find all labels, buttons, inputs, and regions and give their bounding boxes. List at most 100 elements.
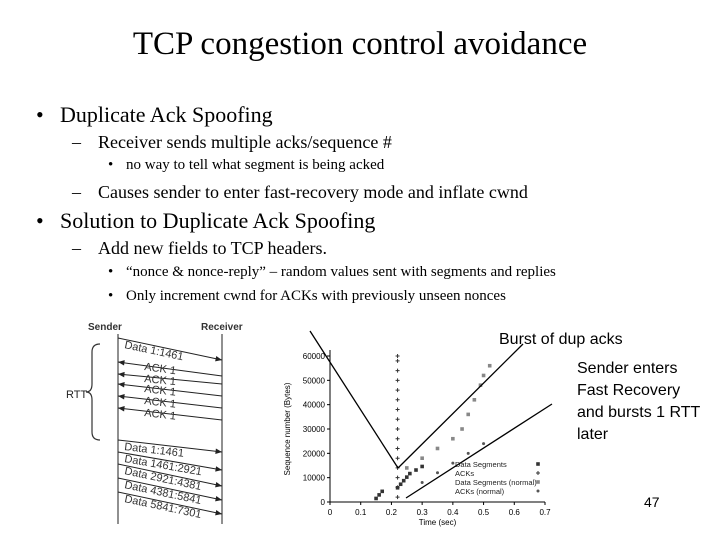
x-tick-label: 0.6	[509, 508, 521, 517]
data-point	[377, 493, 381, 497]
data-point	[395, 436, 400, 441]
data-point	[395, 446, 400, 451]
bullet-text: no way to tell what segment is being ack…	[126, 157, 385, 173]
recovery-line: Sender enters	[577, 360, 678, 377]
arrow-head	[215, 495, 222, 502]
bullet-solution: • Solution to Duplicate Ack Spoofing	[36, 208, 375, 234]
message-arrow	[117, 407, 223, 421]
message-arrow	[117, 491, 223, 515]
data-point	[395, 388, 400, 393]
data-point	[487, 363, 492, 368]
message-label: ACK 1	[144, 373, 177, 388]
message-label: ACK 1	[144, 395, 177, 411]
data-point	[395, 378, 400, 383]
x-tick-label: 0.4	[447, 508, 459, 517]
data-point	[374, 496, 378, 501]
x-tick-label: 0.7	[539, 508, 551, 517]
message-label: ACK 1	[144, 407, 177, 423]
data-point	[478, 383, 483, 387]
bullet-marker: •	[108, 157, 114, 173]
message-arrow	[117, 463, 223, 487]
data-point	[482, 442, 486, 446]
rtt-brace	[85, 343, 101, 441]
legend-label: Data Segments (normal)	[455, 478, 537, 487]
data-point	[395, 495, 400, 500]
sub-bullet-receiver-acks: – Receiver sends multiple acks/sequence #	[72, 132, 392, 153]
message-arrow	[117, 337, 223, 361]
data-point	[404, 475, 409, 479]
arrow-head	[118, 360, 125, 366]
bullet-text: “nonce & nonce-reply” – random values se…	[126, 264, 556, 280]
data-point	[420, 456, 424, 460]
bullet-text: Receiver sends multiple acks/sequence #	[98, 132, 392, 152]
x-tick-label: 0.3	[417, 508, 429, 517]
arrow-head	[215, 509, 222, 516]
bullet-duplicate-ack-spoofing: • Duplicate Ack Spoofing	[36, 102, 273, 128]
data-point	[380, 489, 385, 494]
arrow-head	[215, 448, 222, 454]
data-point	[404, 466, 409, 470]
data-point	[451, 436, 455, 441]
y-tick-label: 20000	[303, 449, 326, 458]
dash-marker: –	[72, 182, 81, 202]
bullet-text: Duplicate Ack Spoofing	[60, 102, 273, 127]
dash-marker: –	[72, 238, 81, 258]
data-point	[395, 456, 400, 461]
data-point	[451, 461, 455, 465]
sender-label: Sender	[88, 322, 122, 333]
dash-marker: –	[72, 132, 81, 152]
bullet-text: Add new fields to TCP headers.	[98, 238, 327, 258]
legend-marker	[536, 471, 540, 475]
recovery-line: and bursts 1 RTT	[577, 404, 701, 421]
legend-marker	[536, 462, 540, 466]
recovery-line: Fast Recovery	[577, 382, 681, 399]
page-number: 47	[644, 494, 660, 510]
data-point	[395, 358, 400, 363]
message-label: ACK 1	[144, 361, 177, 377]
y-tick-label: 60000	[303, 352, 326, 361]
y-tick-label: 40000	[303, 401, 326, 410]
legend-label: Data Segments	[455, 460, 507, 469]
data-point	[420, 464, 424, 469]
legend-label: ACKs (normal)	[455, 487, 505, 496]
data-point	[395, 475, 400, 480]
burst-pointer-line	[309, 330, 399, 469]
data-point	[420, 481, 424, 485]
y-tick-label: 50000	[303, 376, 326, 385]
data-point	[401, 478, 406, 483]
message-label: ACK 1	[144, 383, 177, 399]
bullet-text: Only increment cwnd for ACKs with previo…	[126, 288, 506, 304]
bullet-marker: •	[108, 288, 114, 304]
arrow-head	[118, 382, 125, 388]
data-point	[481, 373, 486, 378]
arrow-head	[118, 406, 125, 412]
data-point	[472, 398, 477, 402]
data-point	[395, 417, 400, 422]
y-tick-label: 0	[321, 498, 326, 507]
data-point	[395, 485, 400, 490]
legend-marker	[536, 489, 540, 493]
data-point	[435, 446, 440, 451]
recovery-pointer-line	[405, 403, 553, 499]
data-point	[408, 471, 412, 476]
recovery-line: later	[577, 426, 609, 443]
y-axis-label: Sequence number (Bytes)	[283, 382, 292, 475]
legend-marker	[536, 480, 540, 484]
message-arrow	[117, 395, 223, 409]
sub-bullet-fast-recovery: – Causes sender to enter fast-recovery mo…	[72, 182, 528, 203]
sub-sub-bullet-no-way: • no way to tell what segment is being ac…	[108, 157, 384, 174]
message-arrow	[117, 439, 223, 453]
sub-sub-bullet-unseen-nonces: • Only increment cwnd for ACKs with previ…	[108, 288, 506, 305]
data-point	[395, 427, 400, 431]
bullet-text: Solution to Duplicate Ack Spoofing	[60, 208, 376, 233]
arrow-head	[215, 355, 222, 362]
data-point	[395, 407, 400, 412]
message-arrow	[117, 383, 223, 397]
slide-title: TCP congestion control avoidance	[132, 26, 588, 62]
x-tick-label: 0.1	[355, 508, 367, 517]
sub-bullet-new-fields: – Add new fields to TCP headers.	[72, 238, 327, 259]
message-arrow	[117, 373, 223, 385]
bullet-marker: •	[36, 102, 44, 127]
bullet-marker: •	[108, 264, 114, 280]
